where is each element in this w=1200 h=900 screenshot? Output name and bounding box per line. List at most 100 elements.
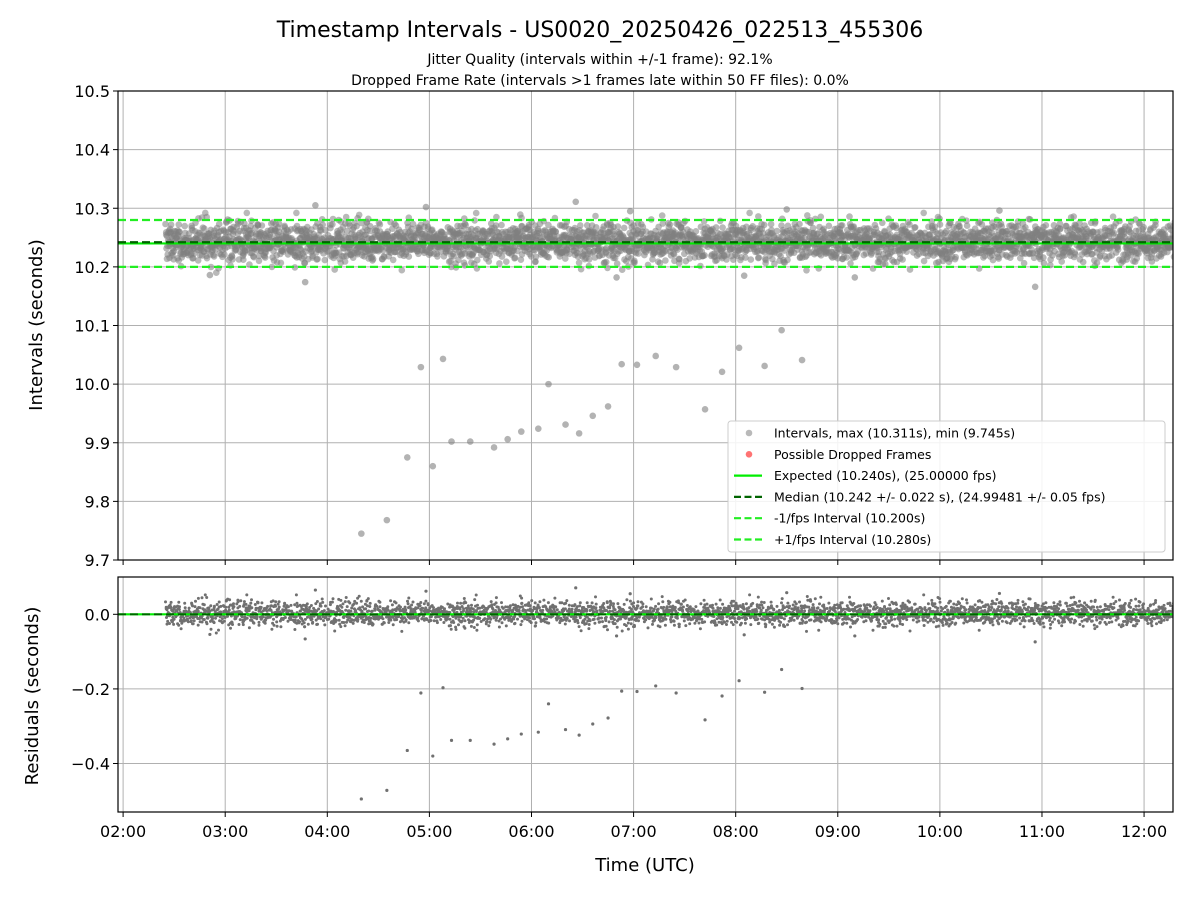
residual-point xyxy=(553,596,557,600)
residual-point xyxy=(277,605,281,609)
residual-point xyxy=(523,617,527,621)
residual-point xyxy=(497,625,501,629)
residual-point xyxy=(183,606,187,610)
interval-point xyxy=(602,258,610,266)
residual-point xyxy=(298,620,302,624)
residual-point xyxy=(391,623,395,627)
residual-point xyxy=(209,627,213,631)
residual-point xyxy=(193,605,197,609)
interval-point xyxy=(882,260,889,268)
interval-point xyxy=(614,223,622,230)
residual-point xyxy=(333,629,337,633)
residual-point xyxy=(337,618,341,622)
interval-point xyxy=(666,221,674,228)
residual-point xyxy=(429,619,433,622)
interval-point xyxy=(1057,225,1064,233)
interval-point xyxy=(1177,239,1184,246)
interval-outlier-point xyxy=(783,206,791,213)
residual-point xyxy=(407,621,411,625)
residual-point xyxy=(232,605,236,609)
residual-point xyxy=(432,606,435,610)
residual-point xyxy=(259,605,263,609)
residual-point xyxy=(455,610,459,614)
residual-point xyxy=(177,623,181,627)
residual-point xyxy=(520,601,524,605)
residual-point xyxy=(442,621,446,624)
residual-point xyxy=(538,615,542,619)
residual-point xyxy=(198,606,202,610)
residual-point xyxy=(294,593,298,597)
interval-outlier-point xyxy=(740,272,748,279)
residual-point xyxy=(389,599,393,603)
residual-point xyxy=(386,605,390,609)
residual-point xyxy=(349,609,353,613)
interval-point xyxy=(1170,223,1173,230)
interval-point xyxy=(620,224,628,232)
residual-point xyxy=(356,596,360,600)
interval-point xyxy=(1040,254,1047,261)
interval-point xyxy=(1177,255,1184,262)
residual-point xyxy=(202,618,206,622)
interval-point xyxy=(920,257,928,265)
interval-point xyxy=(1181,224,1188,231)
residual-point xyxy=(284,606,288,610)
residual-point xyxy=(563,607,567,611)
residual-point xyxy=(390,603,394,607)
interval-outlier-point xyxy=(383,516,391,524)
residual-point xyxy=(520,619,524,623)
residual-point xyxy=(254,606,258,610)
residual-point xyxy=(478,606,482,610)
residual-point xyxy=(375,604,379,608)
interval-point xyxy=(1181,245,1188,252)
interval-point xyxy=(437,248,445,255)
residual-point xyxy=(367,609,371,613)
interval-outlier-point xyxy=(403,454,411,461)
residual-point xyxy=(220,617,224,621)
residual-point xyxy=(518,614,522,618)
interval-point xyxy=(807,219,814,227)
interval-point xyxy=(670,251,678,258)
residual-point xyxy=(350,606,354,610)
residual-point xyxy=(365,599,369,603)
residual-point xyxy=(250,606,254,610)
residual-point xyxy=(475,623,479,627)
residual-point xyxy=(338,622,342,626)
residual-point xyxy=(330,600,334,604)
residual-point xyxy=(494,596,498,600)
interval-point xyxy=(291,264,299,271)
interval-point xyxy=(314,255,321,263)
residual-point xyxy=(395,618,399,622)
residual-point xyxy=(554,605,558,609)
interval-outlier-point xyxy=(652,352,660,360)
residual-point xyxy=(348,601,352,605)
residual-point xyxy=(311,621,314,625)
residual-point xyxy=(520,596,524,600)
residual-point xyxy=(356,618,360,622)
residual-point xyxy=(341,602,345,606)
residual-point xyxy=(345,620,348,624)
interval-outlier-point xyxy=(545,380,552,388)
interval-outlier-point xyxy=(778,326,785,334)
residual-point xyxy=(192,615,196,619)
residual-point xyxy=(286,619,290,623)
interval-outlier-point xyxy=(312,202,319,209)
residual-point xyxy=(289,603,293,607)
residual-point xyxy=(459,615,463,619)
interval-point xyxy=(701,252,708,259)
residual-point xyxy=(240,615,244,619)
residual-point xyxy=(378,605,382,609)
interval-outlier-point xyxy=(735,344,743,352)
interval-point xyxy=(1182,235,1189,242)
residual-point xyxy=(504,605,508,609)
residual-point xyxy=(232,610,236,614)
residual-point xyxy=(343,624,347,628)
residual-point xyxy=(200,596,204,600)
residual-point xyxy=(563,622,567,626)
residual-point xyxy=(260,601,264,605)
residual-point xyxy=(202,603,206,607)
residual-point xyxy=(224,605,228,609)
residual-point xyxy=(513,621,517,625)
interval-point xyxy=(201,225,208,232)
residual-point xyxy=(528,604,532,608)
interval-point xyxy=(471,217,479,224)
